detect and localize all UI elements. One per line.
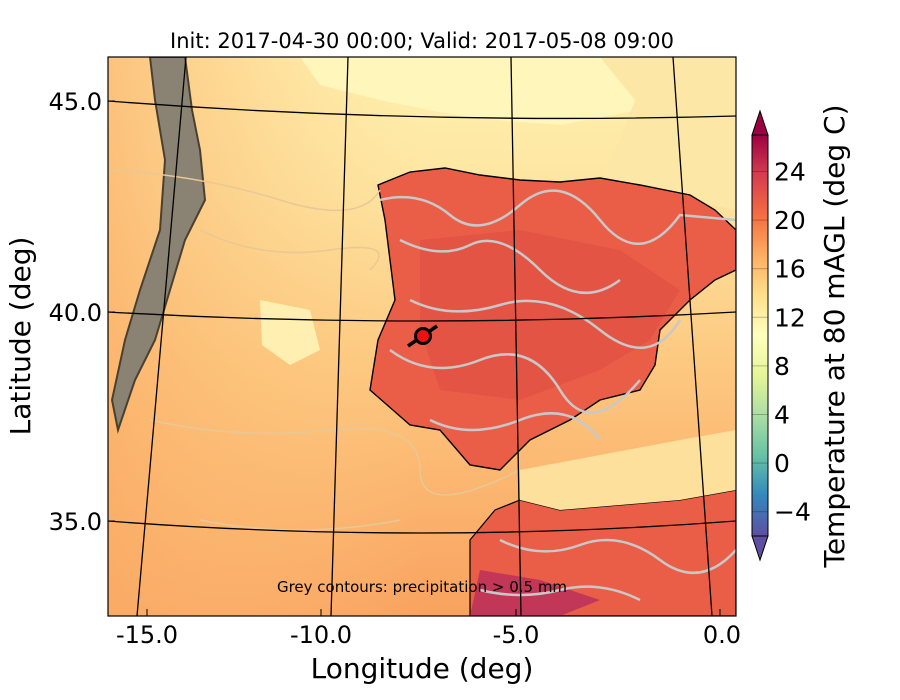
graticule bbox=[108, 57, 736, 616]
ocean-cool-patch bbox=[300, 57, 650, 125]
location-marker bbox=[414, 327, 432, 345]
y-tick-label: 40.0 bbox=[49, 299, 102, 327]
map-panel bbox=[108, 57, 736, 616]
y-axis: 45.0 40.0 35.0 Latitude (deg) bbox=[4, 88, 115, 536]
x-axis: -15.0 -10.0 -5.0 0.0 Longitude (deg) bbox=[116, 609, 741, 685]
colorbar-extend-top bbox=[751, 109, 769, 136]
colorbar-tick-label: 20 bbox=[774, 206, 806, 235]
axes-frame bbox=[107, 56, 737, 617]
colorbar-tick-label: 24 bbox=[774, 157, 806, 186]
x-tick-label: 0.0 bbox=[703, 621, 741, 649]
colorbar: 24 20 16 12 8 4 0 −4 Temperature at 80 mAGL (de… bbox=[751, 104, 851, 569]
colorbar-tick-label: 16 bbox=[774, 255, 806, 284]
west-landmass bbox=[110, 57, 207, 434]
ocean-cool-patch-west bbox=[260, 300, 320, 365]
colorbar-body bbox=[751, 134, 769, 537]
y-tick-label: 35.0 bbox=[49, 508, 102, 536]
y-axis-label: Latitude (deg) bbox=[4, 237, 37, 436]
colorbar-extend-bottom bbox=[751, 535, 769, 562]
x-tick-label: -15.0 bbox=[116, 621, 178, 649]
colorbar-tick-label: 12 bbox=[774, 303, 806, 332]
chart-title: Init: 2017-04-30 00:00; Valid: 2017-05-0… bbox=[170, 29, 674, 53]
africa-hot bbox=[470, 570, 600, 616]
y-tick-label: 45.0 bbox=[49, 88, 102, 116]
mediterranean-cool bbox=[520, 430, 736, 510]
ocean-temperature-contours bbox=[108, 169, 521, 531]
precipitation-note: Grey contours: precipitation > 0.5 mm bbox=[277, 578, 567, 596]
colorbar-tick-label: 0 bbox=[774, 449, 790, 478]
x-axis-label: Longitude (deg) bbox=[311, 652, 534, 685]
colorbar-tick-label: −4 bbox=[774, 498, 811, 527]
colorbar-tick-label: 4 bbox=[774, 400, 790, 429]
precipitation-contours bbox=[379, 189, 736, 602]
colorbar-tick-label: 8 bbox=[774, 352, 790, 381]
x-tick-label: -5.0 bbox=[493, 621, 540, 649]
colorbar-label: Temperature at 80 mAGL (deg C) bbox=[818, 104, 851, 568]
x-tick-label: -10.0 bbox=[290, 621, 352, 649]
france-land bbox=[600, 57, 736, 210]
